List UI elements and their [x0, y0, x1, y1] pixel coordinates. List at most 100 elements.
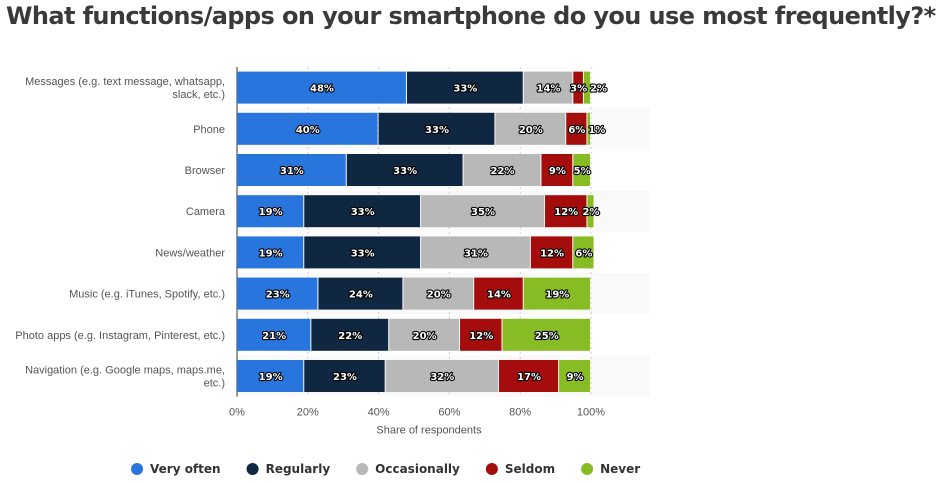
data-label: 24% — [349, 290, 373, 301]
bar-segment — [523, 71, 573, 104]
bar-segment — [304, 236, 421, 269]
x-tick-label: 20% — [297, 407, 319, 419]
legend-marker — [246, 463, 259, 475]
bar-segment — [237, 71, 406, 104]
data-label: 6% — [568, 125, 585, 136]
bar-segment — [559, 360, 590, 392]
bar-segment — [463, 154, 541, 186]
bar-segment — [544, 195, 587, 228]
data-label: 1% — [588, 125, 605, 136]
category-label: News/weather — [155, 247, 225, 259]
bar-segment — [311, 318, 389, 351]
bar-segment — [583, 71, 590, 104]
data-label: 22% — [491, 166, 515, 177]
bar-segment — [318, 277, 403, 310]
x-tick-label: 100% — [577, 407, 605, 419]
data-label: 19% — [259, 207, 283, 218]
data-label: 33% — [393, 166, 417, 177]
legend-label: Very often — [150, 462, 221, 476]
legend-marker — [131, 463, 143, 475]
data-label: 3% — [570, 84, 587, 95]
data-label: 9% — [567, 372, 584, 383]
data-label: 33% — [453, 84, 477, 95]
data-label: 2% — [590, 84, 607, 95]
bar-segment — [346, 154, 463, 186]
data-label: 40% — [296, 125, 320, 136]
bar-segment — [587, 112, 590, 145]
data-label: 22% — [338, 331, 362, 342]
bar-segment — [237, 154, 346, 186]
legend-marker — [581, 463, 594, 475]
legend-label: Never — [600, 462, 640, 476]
data-label: 12% — [469, 331, 493, 342]
data-label: 20% — [427, 290, 451, 301]
data-label: 9% — [549, 166, 566, 177]
data-label: 19% — [259, 372, 283, 383]
data-label: 19% — [545, 290, 569, 301]
category-label: Camera — [186, 206, 226, 218]
bar-segment — [421, 236, 530, 269]
bar-segment — [460, 318, 502, 351]
data-label: 6% — [575, 248, 592, 259]
category-label: Photo apps (e.g. Instagram, Pinterest, e… — [15, 330, 225, 342]
category-label: Music (e.g. iTunes, Spotify, etc.) — [69, 289, 225, 301]
bar-segment — [378, 112, 495, 145]
data-label: 31% — [280, 166, 304, 177]
bar-segment — [304, 360, 385, 392]
category-label: Navigation (e.g. Google maps, maps.me, et… — [25, 365, 225, 390]
bar-segment — [389, 318, 460, 351]
x-axis-title: Share of respondents — [376, 425, 482, 437]
data-label: 32% — [430, 372, 454, 383]
bar-segment — [530, 236, 573, 269]
chart-title: What functions/apps on your smartphone d… — [6, 2, 936, 30]
data-label: 17% — [517, 372, 541, 383]
bar-segment — [502, 318, 590, 351]
data-label: 31% — [464, 248, 488, 259]
bar-segment — [474, 277, 523, 310]
legend-label: Regularly — [266, 462, 331, 476]
bar-segment — [237, 277, 318, 310]
data-label: 12% — [554, 207, 578, 218]
bar-segment — [587, 195, 594, 228]
category-label: Browser — [185, 165, 226, 177]
bar-segment — [237, 318, 311, 351]
bar-segment — [523, 277, 590, 310]
bar-segment — [385, 360, 498, 392]
bar-segment — [566, 112, 587, 145]
bar-segment — [237, 360, 304, 392]
bar-segment — [237, 112, 378, 145]
bar-segment — [573, 71, 583, 104]
data-label: 20% — [413, 331, 437, 342]
x-tick-label: 60% — [438, 407, 460, 419]
bar-segment — [304, 195, 421, 228]
bar-segment — [573, 236, 594, 269]
legend-label: Seldom — [505, 462, 555, 476]
data-label: 20% — [519, 125, 543, 136]
bar-segment — [237, 195, 304, 228]
data-label: 2% — [583, 207, 600, 218]
data-label: 48% — [310, 84, 334, 95]
data-label: 25% — [535, 331, 559, 342]
x-tick-label: 40% — [368, 407, 390, 419]
data-label: 33% — [425, 125, 449, 136]
data-label: 35% — [471, 207, 495, 218]
bar-segment — [421, 195, 544, 228]
data-label: 33% — [351, 248, 375, 259]
legend-label: Occasionally — [375, 462, 460, 476]
data-label: 14% — [537, 84, 561, 95]
bar-segment — [541, 154, 573, 186]
bar-segment — [237, 236, 304, 269]
bar-segment — [573, 154, 590, 186]
bar-segment — [498, 360, 559, 392]
bar-segment — [403, 277, 474, 310]
data-label: 23% — [333, 372, 357, 383]
legend-marker — [356, 463, 369, 475]
data-label: 12% — [540, 248, 564, 259]
x-tick-label: 80% — [509, 407, 531, 419]
bar-segment — [495, 112, 566, 145]
data-label: 19% — [259, 248, 283, 259]
data-label: 33% — [351, 207, 375, 218]
bar-segment — [406, 71, 523, 104]
